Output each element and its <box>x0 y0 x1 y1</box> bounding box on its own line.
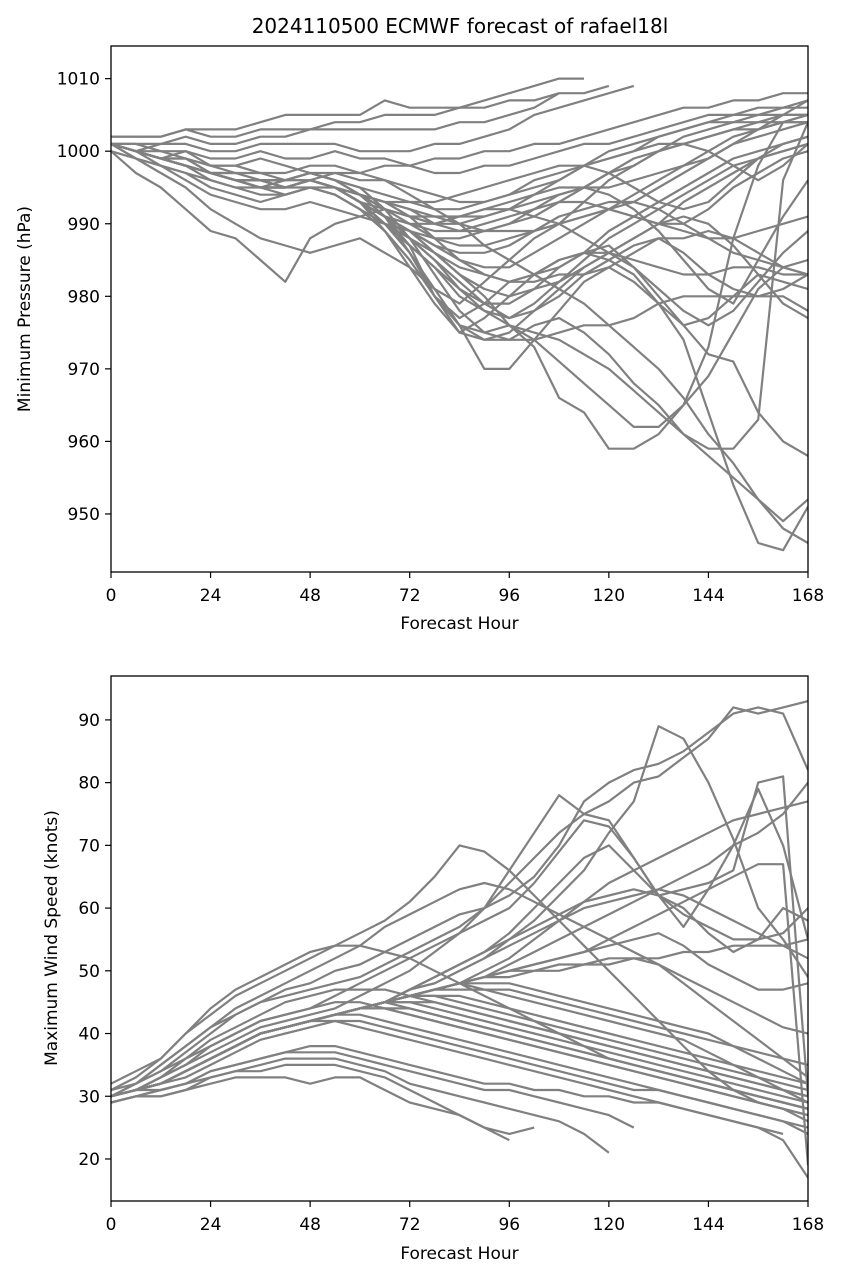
pressure-y-tick-label: 1000 <box>57 142 100 162</box>
wind-y-tick-label: 30 <box>78 1087 100 1107</box>
pressure-member-line-2 <box>111 84 610 138</box>
pressure-x-tick-label: 24 <box>200 586 222 606</box>
wind-y-tick-label: 50 <box>78 962 100 982</box>
pressure-x-tick-label: 48 <box>299 586 321 606</box>
pressure-member-line-11 <box>111 121 808 305</box>
wind-series-layer <box>111 700 808 1179</box>
pressure-x-tick-label: 96 <box>498 586 520 606</box>
wind-y-tick-label: 60 <box>78 899 100 919</box>
wind-y-tick-label: 20 <box>78 1150 100 1170</box>
wind-member-line-3 <box>111 1057 610 1154</box>
pressure-y-ticks: 950 960 970 980 990 1000 1010 <box>57 70 111 525</box>
wind-panel: 0 24 48 72 96 120 144 168 20 30 40 50 60 70 80 90 Fore… <box>42 675 824 1264</box>
wind-member-line-11 <box>111 881 808 1098</box>
pressure-x-tick-label: 168 <box>792 586 824 606</box>
wind-x-ticks: 0 24 48 72 96 120 144 168 <box>106 1201 824 1235</box>
pressure-member-line-1 <box>111 77 584 138</box>
pressure-member-line-37 <box>111 142 808 327</box>
wind-member-line-12 <box>111 706 808 1098</box>
pressure-y-tick-label: 960 <box>68 432 100 452</box>
wind-x-axis-label: Forecast Hour <box>400 1244 518 1264</box>
wind-member-line-15 <box>111 787 808 1098</box>
wind-y-tick-label: 80 <box>78 774 100 794</box>
pressure-x-tick-label: 0 <box>106 586 117 606</box>
pressure-member-line-18 <box>111 142 808 544</box>
pressure-member-line-17 <box>111 142 808 341</box>
pressure-panel: 0 24 48 72 96 120 144 168 950 960 970 980 990 1000 10… <box>15 45 824 634</box>
pressure-member-line-4 <box>111 84 635 153</box>
wind-y-axis-label: Maximum Wind Speed (knots) <box>42 810 62 1066</box>
wind-x-tick-label: 0 <box>106 1215 117 1235</box>
pressure-series-layer <box>111 77 808 552</box>
wind-axes-frame <box>110 675 809 1202</box>
wind-x-tick-label: 144 <box>692 1215 724 1235</box>
pressure-y-tick-label: 980 <box>68 287 100 307</box>
pressure-x-ticks: 0 24 48 72 96 120 144 168 <box>106 572 824 606</box>
pressure-y-tick-label: 990 <box>68 215 100 235</box>
wind-y-ticks: 20 30 40 50 60 70 80 90 <box>78 711 111 1170</box>
pressure-x-tick-label: 144 <box>692 586 724 606</box>
wind-member-line-2 <box>111 1063 535 1136</box>
pressure-x-tick-label: 72 <box>399 586 421 606</box>
pressure-y-tick-label: 950 <box>68 505 100 525</box>
pressure-y-axis-label: Minimum Pressure (hPa) <box>15 206 35 412</box>
wind-member-line-37 <box>111 1007 808 1110</box>
pressure-x-tick-label: 120 <box>593 586 625 606</box>
chart-title: 2024110500 ECMWF forecast of rafael18l <box>252 14 669 38</box>
wind-x-tick-label: 120 <box>593 1215 625 1235</box>
pressure-y-tick-label: 1010 <box>57 70 100 90</box>
pressure-y-tick-label: 970 <box>68 360 100 380</box>
pressure-x-axis-label: Forecast Hour <box>400 614 518 634</box>
wind-x-tick-label: 24 <box>200 1215 222 1235</box>
wind-y-tick-label: 90 <box>78 711 100 731</box>
wind-y-tick-label: 70 <box>78 836 100 856</box>
wind-y-tick-label: 40 <box>78 1025 100 1045</box>
pressure-member-line-5 <box>111 92 808 167</box>
wind-x-tick-label: 168 <box>792 1215 824 1235</box>
wind-x-tick-label: 96 <box>498 1215 520 1235</box>
wind-x-tick-label: 72 <box>399 1215 421 1235</box>
pressure-axes-frame <box>110 45 809 573</box>
pressure-member-line-3 <box>111 92 560 145</box>
wind-x-tick-label: 48 <box>299 1215 321 1235</box>
